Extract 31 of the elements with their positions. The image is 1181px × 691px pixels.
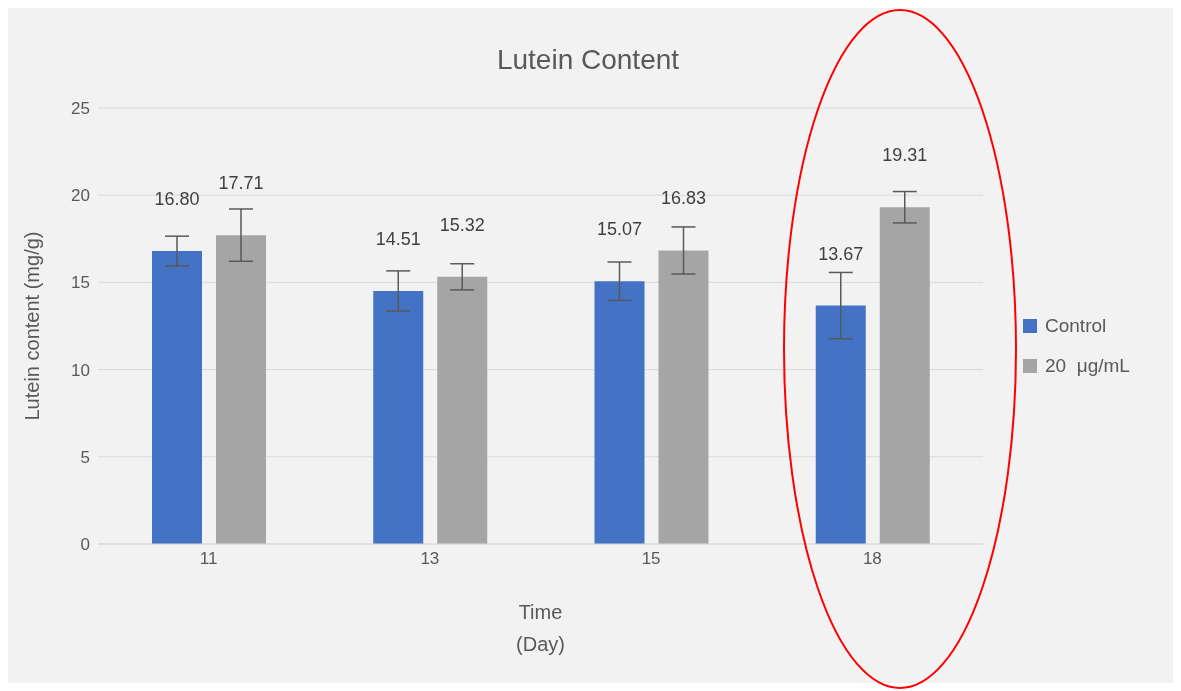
data-label: 19.31 <box>882 145 928 166</box>
data-label: 17.71 <box>218 173 264 194</box>
data-label: 16.83 <box>660 188 707 209</box>
data-label: 15.07 <box>596 219 643 240</box>
y-tick-label: 0 <box>80 535 90 555</box>
bar <box>879 207 930 544</box>
data-label: 13.67 <box>818 243 864 264</box>
y-tick-label: 10 <box>71 360 90 380</box>
x-tick-label: 15 <box>641 549 661 569</box>
x-tick-label: 13 <box>420 549 440 569</box>
y-tick-label: 20 <box>71 186 90 206</box>
legend-label: 20 μg/mL <box>1045 353 1130 378</box>
y-tick-label: 15 <box>71 273 90 293</box>
x-axis-title: Time (Day) <box>516 601 565 655</box>
data-label: 16.80 <box>154 189 200 210</box>
chart-title: Lutein Content <box>495 44 681 76</box>
legend-label: Control <box>1045 313 1107 338</box>
x-tick-label: 11 <box>199 549 218 569</box>
data-label: 14.51 <box>375 228 421 249</box>
bar <box>594 281 645 544</box>
bar <box>815 305 866 544</box>
y-tick-label: 25 <box>71 99 90 119</box>
x-tick-label: 18 <box>862 549 882 569</box>
bar <box>658 250 709 544</box>
bar <box>373 290 424 544</box>
bar <box>216 235 266 544</box>
bar <box>437 276 488 544</box>
bar <box>152 251 202 544</box>
data-label: 15.32 <box>439 214 485 235</box>
y-axis-title: Lutein content (mg/g) <box>21 231 44 421</box>
y-tick-label: 5 <box>80 447 90 467</box>
